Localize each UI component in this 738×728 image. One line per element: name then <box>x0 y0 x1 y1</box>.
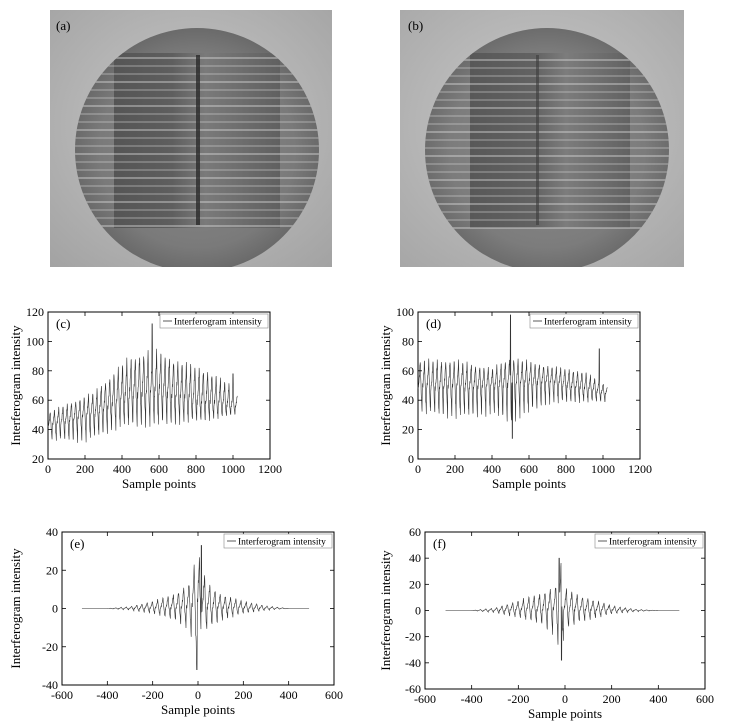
panel-label: (f) <box>433 536 446 551</box>
series-line-interferogram <box>417 314 608 439</box>
plot-frame <box>417 311 641 460</box>
y-tick-label: 100 <box>396 305 414 319</box>
x-tick-label: -200 <box>142 688 164 702</box>
x-axis-label: Sample points <box>161 702 235 717</box>
x-tick-label: -600 <box>414 692 436 706</box>
legend-box <box>159 313 269 329</box>
y-tick-label: -60 <box>405 682 421 696</box>
y-tick-label: -20 <box>405 630 421 644</box>
chart-c: 0 200 400 600 800 1000 1200 20 40 60 80 100 120 Sampl… <box>0 300 360 491</box>
x-axis-label: Sample points <box>122 476 196 491</box>
y-tick-label: 20 <box>402 423 414 437</box>
y-tick-label: 60 <box>402 364 414 378</box>
y-tick-label: 40 <box>409 551 421 565</box>
x-tick-label: 0 <box>45 462 51 476</box>
x-tick-label: 0 <box>195 688 201 702</box>
interferometer-image-a: (a) <box>50 10 332 267</box>
chart-svg-c: 0 200 400 600 800 1000 1200 20 40 60 80 100 120 Sampl… <box>8 305 282 491</box>
photo-panel-a: (a) <box>50 10 332 267</box>
legend-box <box>529 313 639 329</box>
x-tick-label: 800 <box>187 462 205 476</box>
photo-label-b: (b) <box>408 18 423 33</box>
y-axis-label: Interferogram intensity <box>8 548 23 669</box>
x-axis-label: Sample points <box>492 476 566 491</box>
y-tick-label: -40 <box>405 656 421 670</box>
y-tick-label: 0 <box>415 604 421 618</box>
y-axis-label: Interferogram intensity <box>8 325 23 446</box>
y-tick-label: 40 <box>32 423 44 437</box>
y-axis-label: Interferogram intensity <box>378 325 393 446</box>
x-tick-label: 200 <box>446 462 464 476</box>
y-tick-label: 80 <box>402 334 414 348</box>
y-tick-label: 100 <box>26 334 44 348</box>
y-tick-label: 40 <box>46 525 58 539</box>
y-tick-label: -20 <box>42 640 58 654</box>
legend-label: Interferogram intensity <box>238 537 326 548</box>
chart-svg-f: -600 -400 -200 0 200 400 600-60-40-200204060Sa… <box>378 525 714 721</box>
chart-f: -600 -400 -200 0 200 400 600 -60 -40 -20 0 20 40 60 Sa… <box>370 520 738 721</box>
x-tick-label: -200 <box>507 692 529 706</box>
x-tick-label: 400 <box>113 462 131 476</box>
x-tick-label: 1000 <box>591 462 615 476</box>
x-tick-label: 800 <box>557 462 575 476</box>
x-tick-label: 400 <box>280 688 298 702</box>
y-axis-label: Interferogram intensity <box>378 550 393 671</box>
chart-e: -600 -400 -200 0 200 400 600 -40 -20 0 20 40 Sample … <box>0 520 360 720</box>
y-tick-label: 80 <box>32 364 44 378</box>
panel-label: (e) <box>70 536 84 551</box>
legend-box <box>594 533 704 549</box>
x-tick-label: 600 <box>150 462 168 476</box>
detector-square <box>470 53 630 228</box>
photo-label-a: (a) <box>56 18 70 33</box>
photo-panel-b: (b) <box>400 10 684 267</box>
x-tick-label: 1000 <box>221 462 245 476</box>
x-tick-label: 1200 <box>628 462 652 476</box>
legend-label: Interferogram intensity <box>609 537 697 548</box>
x-tick-label: 600 <box>520 462 538 476</box>
series-line-interferogram <box>445 557 680 661</box>
x-tick-label: 400 <box>483 462 501 476</box>
y-tick-label: 20 <box>46 563 58 577</box>
x-tick-label: 200 <box>603 692 621 706</box>
legend-label: Interferogram intensity <box>544 317 632 328</box>
y-tick-label: 20 <box>32 452 44 466</box>
legend-box <box>223 533 333 549</box>
x-tick-label: 600 <box>325 688 343 702</box>
fringe-lines <box>425 59 669 229</box>
interferometer-image-b: (b) <box>400 10 684 267</box>
y-tick-label: 40 <box>402 393 414 407</box>
panel-label: (c) <box>56 316 70 331</box>
x-axis-label: Sample points <box>528 706 602 721</box>
chart-d: 0 200 400 600 800 1000 1200 0 20 40 60 80 100 Sample … <box>370 300 738 491</box>
x-tick-label: 0 <box>562 692 568 706</box>
chart-svg-e: -600 -400 -200 0 200 400 600-40-2002040Sample … <box>8 525 343 717</box>
y-tick-label: 60 <box>409 525 421 539</box>
y-tick-label: 0 <box>52 602 58 616</box>
y-tick-label: 0 <box>408 452 414 466</box>
series-line-interferogram <box>47 323 238 443</box>
y-tick-label: 60 <box>32 393 44 407</box>
fringe-lines <box>75 57 319 227</box>
x-tick-label: -400 <box>461 692 483 706</box>
chart-svg-d: 0 200 400 600 800 1000 1200 0 20 40 60 80 100 Sample … <box>378 305 652 491</box>
dark-column <box>536 55 539 225</box>
x-tick-label: -400 <box>96 688 118 702</box>
x-tick-label: 400 <box>649 692 667 706</box>
x-tick-label: 0 <box>415 462 421 476</box>
dark-column <box>196 55 200 225</box>
x-tick-label: 200 <box>234 688 252 702</box>
x-tick-label: -600 <box>51 688 73 702</box>
series-line-interferogram <box>81 545 310 670</box>
x-tick-label: 200 <box>76 462 94 476</box>
panel-label: (d) <box>426 316 441 331</box>
y-tick-label: 120 <box>26 305 44 319</box>
y-tick-label: 20 <box>409 577 421 591</box>
y-tick-label: -40 <box>42 678 58 692</box>
x-tick-label: 1200 <box>258 462 282 476</box>
x-tick-label: 600 <box>696 692 714 706</box>
legend-label: Interferogram intensity <box>174 317 262 328</box>
